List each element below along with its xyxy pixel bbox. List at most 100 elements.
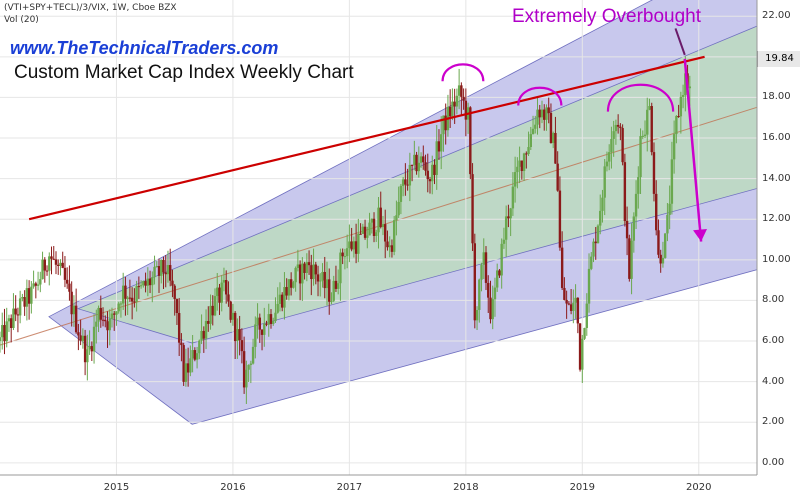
- candle-body: [395, 215, 398, 221]
- candle-body: [381, 224, 385, 228]
- candle-body: [605, 161, 609, 167]
- candle-body: [471, 174, 474, 244]
- candle-body: [616, 124, 620, 127]
- candle-body: [529, 134, 532, 148]
- candle-body: [319, 280, 322, 282]
- candle-body: [83, 335, 87, 363]
- candle-body: [160, 259, 163, 276]
- candle-body: [392, 220, 396, 252]
- candle-body: [502, 239, 506, 244]
- candle-body: [551, 132, 555, 144]
- y-tick-label: 22.00: [762, 10, 791, 22]
- candle-body: [153, 266, 156, 278]
- candle-body: [655, 193, 658, 231]
- candle-body: [357, 233, 360, 254]
- candle-body: [86, 349, 89, 363]
- candle-body: [36, 284, 40, 286]
- candle-body: [603, 166, 606, 198]
- candle-body: [289, 279, 293, 288]
- candle-body: [437, 141, 441, 152]
- candle-body: [175, 298, 179, 313]
- x-tick-label: 2020: [686, 482, 712, 493]
- candle-body: [70, 291, 73, 315]
- candle-body: [460, 85, 463, 97]
- candle-body: [370, 218, 373, 223]
- candle-body: [301, 263, 304, 284]
- candle-body: [126, 297, 129, 299]
- candle-body: [124, 285, 127, 299]
- candle-body: [272, 321, 275, 324]
- candle-body: [166, 265, 170, 275]
- candle-body: [482, 252, 485, 265]
- down-arrow-head: [693, 228, 708, 242]
- candle-body: [408, 164, 412, 186]
- candle-body: [108, 318, 111, 331]
- candle-body: [27, 288, 31, 304]
- candle-body: [227, 294, 230, 302]
- candle-body: [518, 160, 521, 167]
- candle-body: [348, 241, 351, 249]
- candle-body: [254, 324, 257, 347]
- candle-body: [565, 299, 568, 304]
- candle-body: [92, 326, 96, 352]
- candle-body: [417, 162, 421, 172]
- candle-body: [675, 116, 678, 135]
- candle-body: [507, 216, 510, 219]
- candle-body: [359, 233, 362, 235]
- candle-body: [213, 296, 217, 316]
- candle-body: [599, 210, 602, 226]
- candle-body: [265, 323, 268, 325]
- candle-body: [475, 309, 479, 321]
- candle-body: [648, 106, 651, 110]
- candle-body: [587, 268, 591, 304]
- candle-body: [442, 115, 445, 135]
- candle-body: [43, 259, 46, 271]
- candle-body: [146, 278, 150, 286]
- candle-body: [231, 312, 235, 320]
- candle-body: [79, 335, 82, 341]
- y-tick-label: 6.00: [762, 335, 785, 347]
- candle-body: [688, 86, 692, 89]
- candle-body: [504, 216, 508, 240]
- candle-body: [52, 258, 55, 260]
- candle-body: [110, 313, 114, 319]
- candle-body: [314, 264, 317, 275]
- candle-body: [202, 330, 206, 339]
- last-price-label: 19.84: [757, 51, 800, 67]
- candle-body: [3, 325, 6, 342]
- candle-body: [90, 346, 94, 352]
- candle-body: [493, 287, 497, 300]
- candle-body: [628, 238, 631, 279]
- candle-body: [184, 363, 188, 382]
- candle-body: [401, 179, 405, 186]
- y-tick-label: 12.00: [762, 213, 791, 225]
- symbol-header: (VTI+SPY+TECL)/3/VIX, 1W, Cboe BZX: [4, 3, 177, 13]
- candle-body: [549, 112, 553, 144]
- candle-body: [639, 136, 642, 178]
- candle-body: [222, 279, 226, 283]
- candle-body: [12, 308, 15, 328]
- candle-body: [634, 193, 638, 217]
- candle-body: [155, 266, 158, 268]
- candle-body: [641, 135, 644, 137]
- candle-body: [574, 297, 577, 303]
- candle-body: [415, 154, 418, 172]
- candle-body: [585, 303, 588, 328]
- website-link[interactable]: www.TheTechnicalTraders.com: [10, 38, 279, 58]
- candle-body: [57, 264, 60, 266]
- candle-body: [113, 313, 116, 315]
- candle-body: [305, 262, 309, 273]
- candle-body: [525, 153, 528, 155]
- candle-body: [527, 147, 530, 154]
- candle-body: [623, 162, 627, 221]
- candle-body: [531, 128, 535, 135]
- candle-body: [211, 305, 214, 316]
- candle-body: [610, 138, 613, 153]
- candle-body: [236, 329, 239, 342]
- x-tick-label: 2016: [220, 482, 246, 493]
- candle-body: [310, 265, 313, 280]
- candle-body: [25, 288, 29, 307]
- candle-body: [520, 160, 524, 172]
- candle-body: [61, 262, 64, 268]
